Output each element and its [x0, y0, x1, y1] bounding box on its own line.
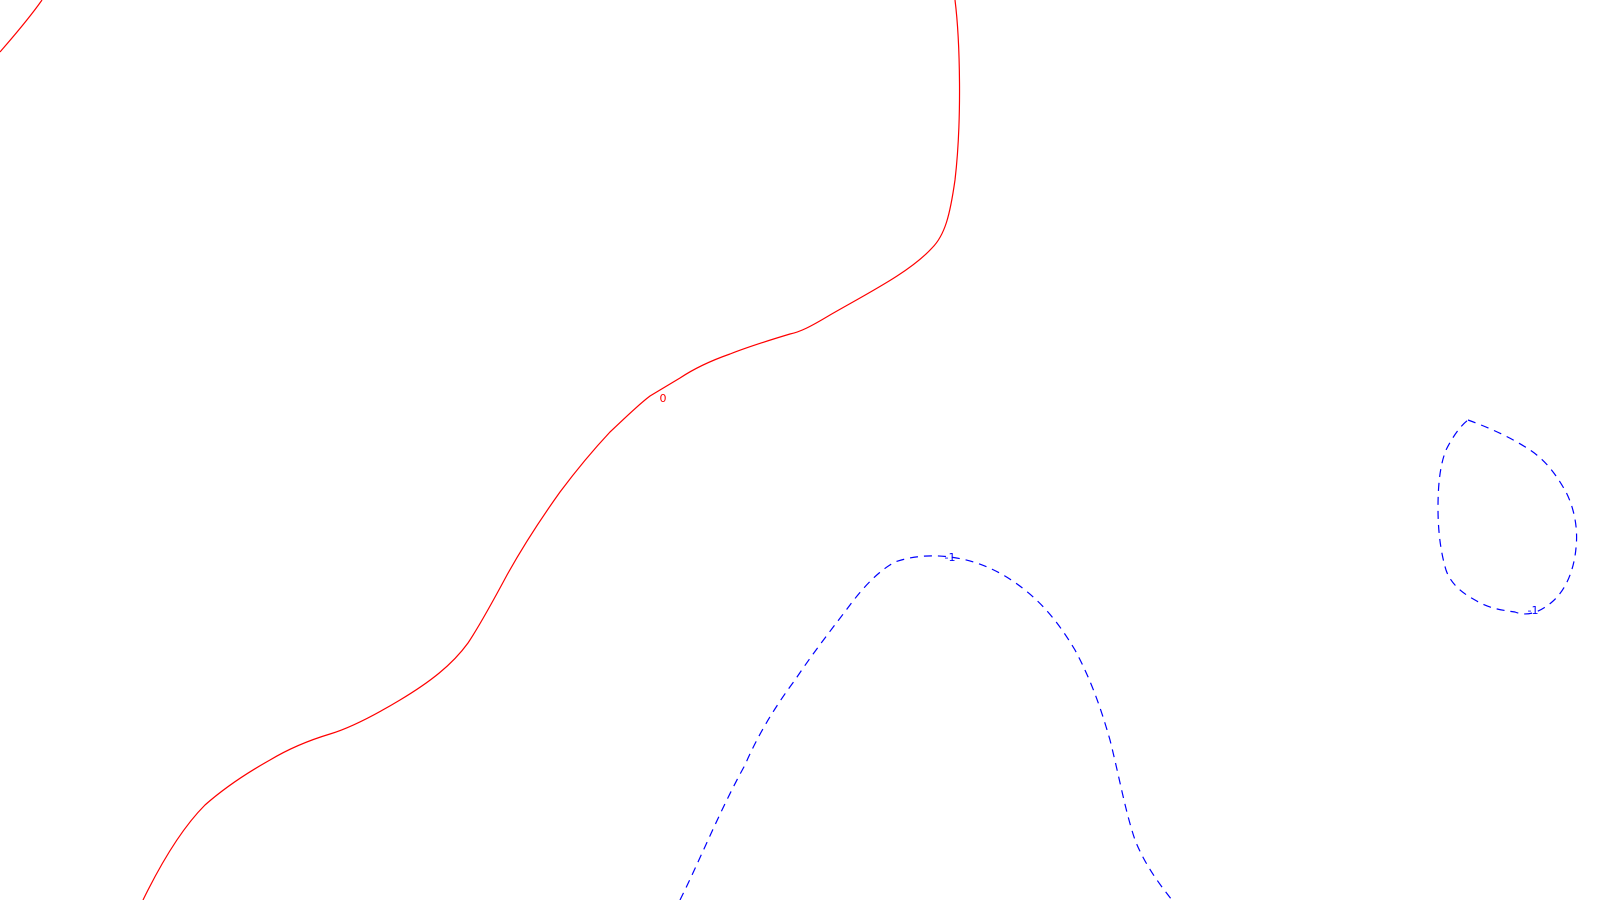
- contour-line-level-minus1-arch: [679, 555, 1173, 900]
- contour-label-level-0: 0: [660, 392, 667, 405]
- contour-line-level-minus1-loop: [1437, 419, 1578, 615]
- contour-line-level-0-main: [142, 0, 961, 900]
- contour-label-level-minus1-loop: -1: [1528, 604, 1539, 617]
- contour-line-level-0-corner: [0, 0, 43, 53]
- contour-label-level-minus1-arch: -1: [945, 551, 956, 564]
